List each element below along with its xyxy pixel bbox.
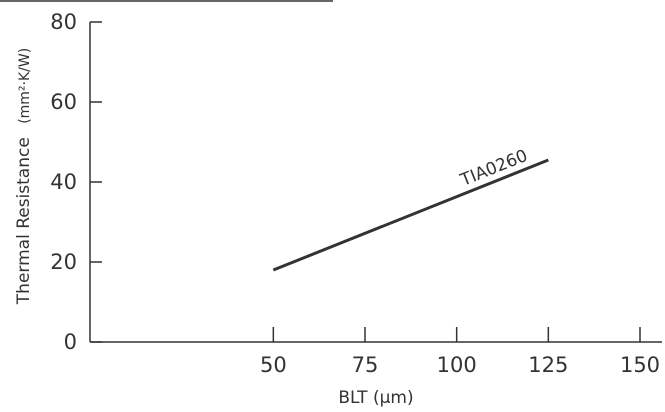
y-tick-label: 40 xyxy=(50,170,77,194)
x-tick-label: 75 xyxy=(352,353,379,377)
y-axis-title-group: Thermal Resistance (mm²·K/W) xyxy=(14,48,34,305)
y-axis-title-text: Thermal Resistance xyxy=(14,137,34,305)
x-tick-label: 150 xyxy=(620,353,660,377)
x-tick-label: 50 xyxy=(260,353,287,377)
y-tick-label: 80 xyxy=(50,10,77,34)
x-axis-title: BLT (μm) xyxy=(338,388,413,408)
series-line-tia0260 xyxy=(272,158,549,272)
y-axis-unit: (mm²·K/W) xyxy=(17,48,33,124)
y-tick-label: 0 xyxy=(64,330,77,354)
series-label: TIA0260 xyxy=(457,146,531,191)
x-tick-label: 125 xyxy=(528,353,568,377)
series-layer: TIA0260 xyxy=(272,146,549,272)
x-tick-label: 100 xyxy=(437,353,477,377)
x-axis-ticks: 50 75 100 125 150 xyxy=(260,327,660,377)
y-tick-label: 20 xyxy=(50,250,77,274)
y-axis-title: Thermal Resistance (mm²·K/W) xyxy=(14,48,34,305)
y-axis-ticks: 0 20 40 60 80 xyxy=(50,10,102,354)
y-tick-label: 60 xyxy=(50,90,77,114)
